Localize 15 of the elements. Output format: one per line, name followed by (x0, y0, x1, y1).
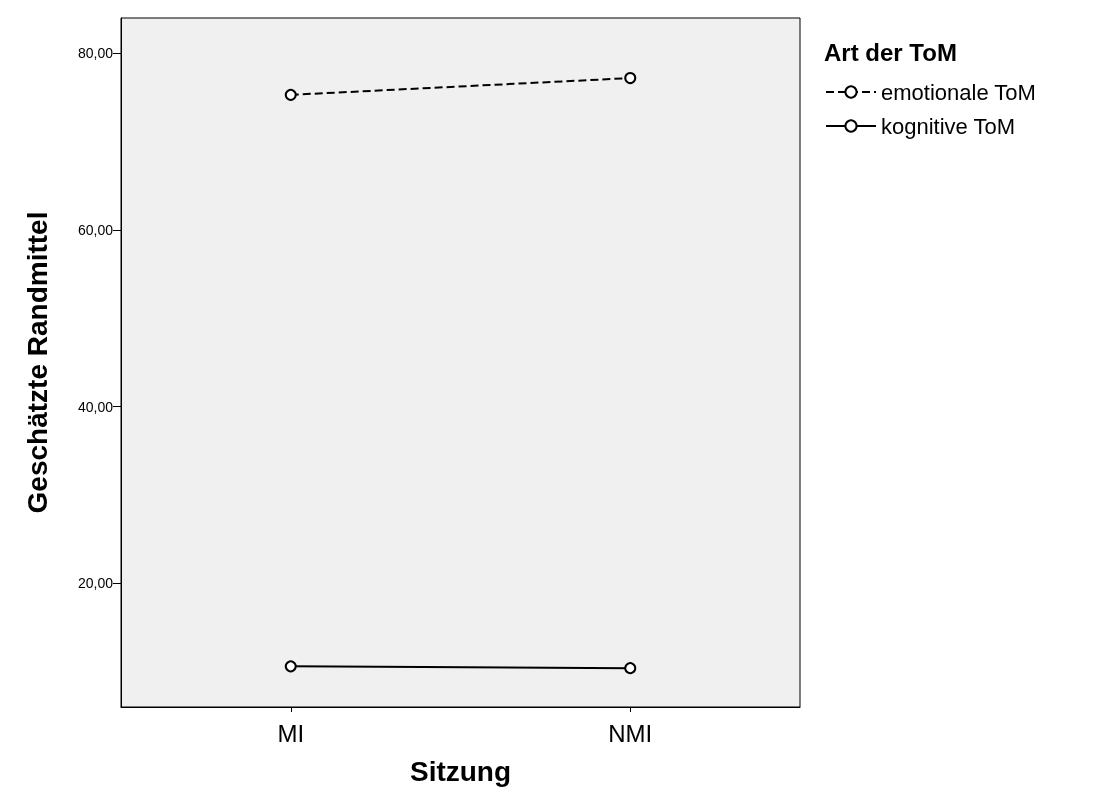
point (624, 72, 637, 85)
legend-title: Art der ToM (824, 38, 957, 66)
point (624, 662, 637, 675)
y-tick-label: 60,00 (77, 222, 114, 238)
y-tick-label: 20,00 (77, 575, 114, 592)
point (284, 660, 297, 673)
y-tick-label: 40,00 (77, 398, 114, 415)
x-tick-label: MI (277, 719, 305, 747)
point (284, 88, 297, 101)
legend-label: emotionale ToM (881, 79, 1036, 105)
y-tick-label: 80,00 (77, 45, 114, 62)
y-axis-title: Geschätzte Randmittel (21, 211, 53, 514)
x-tick-label: NMI (608, 719, 653, 747)
x-axis-title: Sitzung (409, 755, 512, 787)
legend-label: kognitive ToM (881, 113, 1016, 139)
